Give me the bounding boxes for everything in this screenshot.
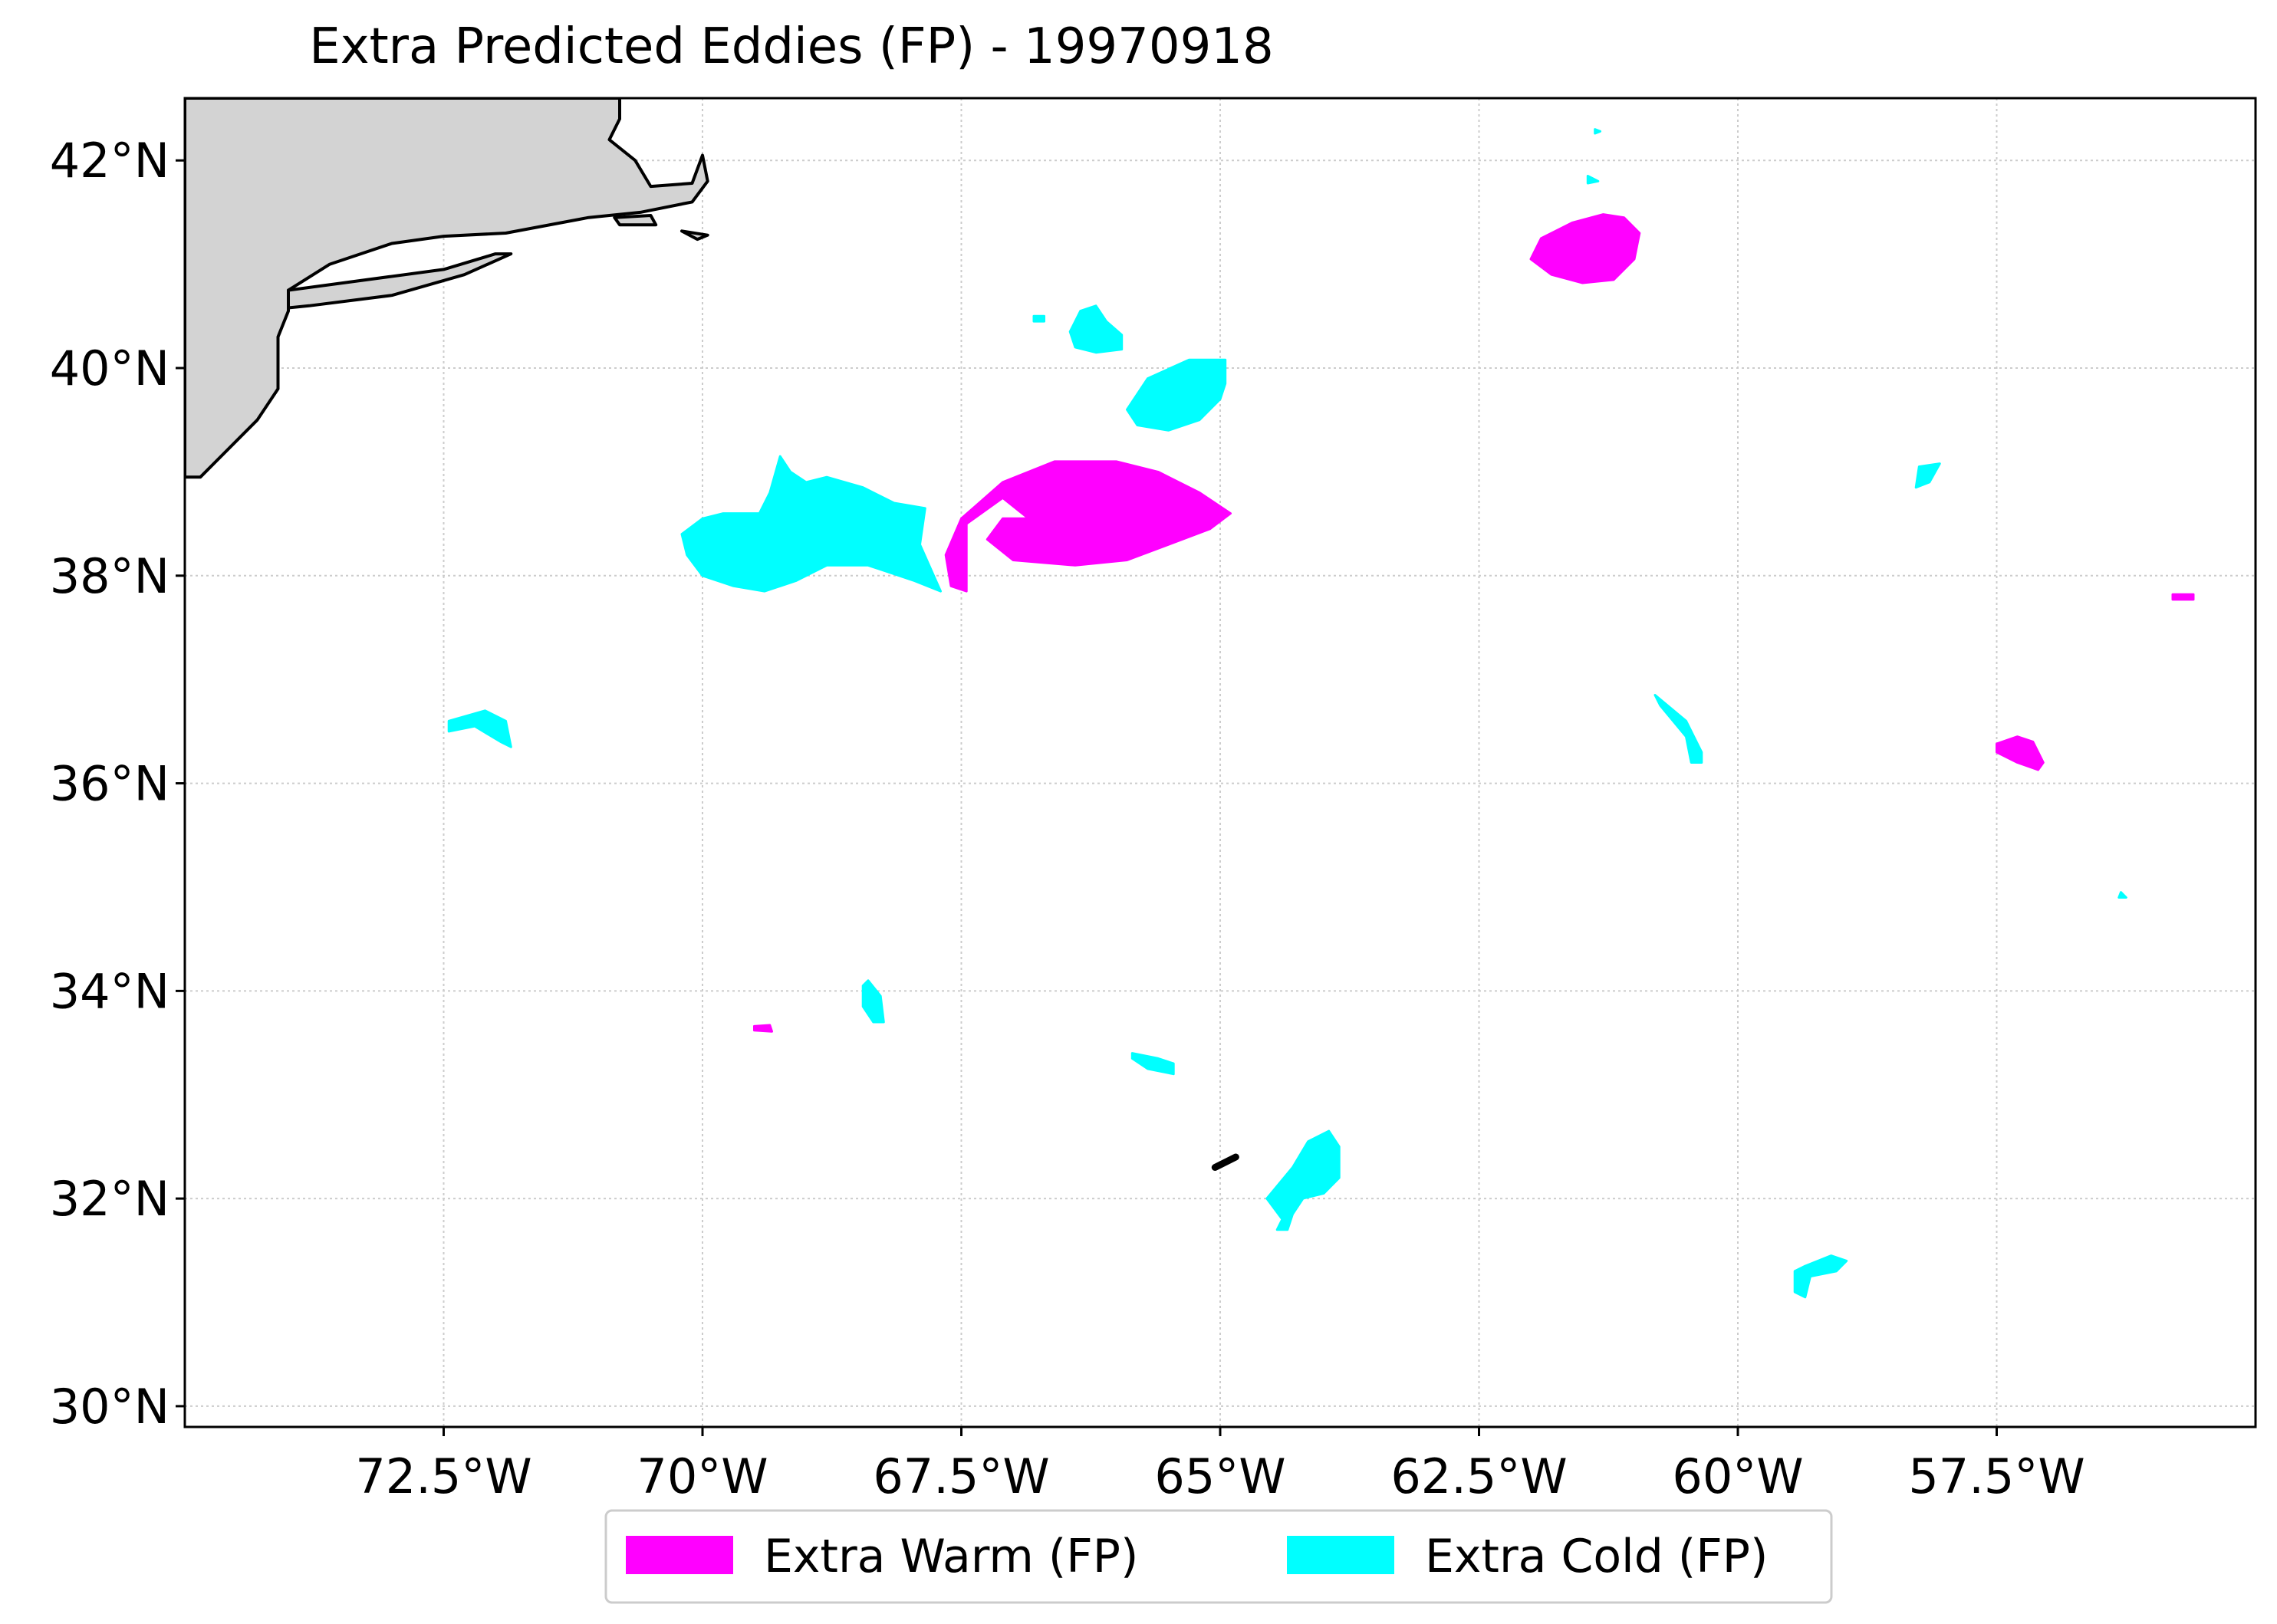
land-layer: [185, 98, 709, 479]
plot-area: [183, 97, 2257, 1428]
cold-eddy: [1586, 175, 1600, 185]
x-tick-label: 70°W: [637, 1448, 768, 1504]
y-tick-label: 34°N: [50, 963, 169, 1019]
y-tick-label: 36°N: [50, 756, 169, 812]
cold-eddy: [680, 455, 942, 593]
x-tick-label: 62.5°W: [1390, 1448, 1567, 1504]
cold-eddy: [2117, 891, 2127, 899]
y-tick-label: 32°N: [50, 1171, 169, 1227]
black-segment-marker: [1211, 1153, 1239, 1171]
legend-swatch-warm: [626, 1536, 733, 1574]
x-tick-label: 60°W: [1672, 1448, 1803, 1504]
cold-eddy: [1793, 1254, 1848, 1299]
legend-swatch-cold: [1287, 1536, 1394, 1574]
cold-eddy: [1130, 1052, 1175, 1076]
y-tick-label: 38°N: [50, 548, 169, 604]
legend-label-cold: Extra Cold (FP): [1425, 1530, 1768, 1583]
y-axis-ticks: 42°N 40°N 38°N 36°N 34°N 32°N 30°N: [50, 133, 185, 1435]
cold-eddy: [1653, 694, 1703, 764]
land-island: [613, 214, 658, 227]
warm-eddy: [2171, 593, 2195, 601]
legend-box: [604, 1509, 1833, 1604]
eddy-layer: [447, 128, 2195, 1299]
cold-eddy: [1068, 304, 1124, 354]
cold-eddy: [447, 709, 512, 748]
cold-eddy: [1126, 358, 1227, 432]
y-tick-label: 40°N: [50, 340, 169, 396]
marker-layer: [1211, 1153, 1239, 1171]
cold-eddy: [1265, 1129, 1341, 1231]
gridlines: [185, 98, 2256, 1427]
legend-label-warm: Extra Warm (FP): [764, 1530, 1138, 1583]
cold-eddy: [1594, 128, 1601, 135]
cold-eddy: [1914, 462, 1941, 489]
chart-title: Extra Predicted Eddies (FP) - 19970918: [309, 18, 1273, 75]
warm-eddy: [944, 460, 1232, 593]
y-tick-label: 42°N: [50, 133, 169, 189]
x-tick-label: 65°W: [1154, 1448, 1285, 1504]
cold-eddy: [861, 979, 885, 1024]
land-island: [287, 252, 513, 310]
y-tick-label: 30°N: [50, 1379, 169, 1435]
warm-eddy: [1996, 735, 2045, 771]
cold-eddy: [1032, 314, 1045, 323]
x-tick-label: 67.5°W: [873, 1448, 1049, 1504]
warm-eddy: [753, 1024, 773, 1033]
land-mainland: [185, 98, 709, 479]
legend: Extra Warm (FP) Extra Cold (FP): [604, 1509, 1833, 1604]
x-tick-label: 72.5°W: [355, 1448, 531, 1504]
x-axis-ticks: 72.5°W 70°W 67.5°W 65°W 62.5°W 60°W 57.5°W: [355, 1427, 2085, 1504]
warm-eddy: [1529, 213, 1641, 284]
x-tick-label: 57.5°W: [1908, 1448, 2085, 1504]
land-island: [680, 229, 709, 242]
